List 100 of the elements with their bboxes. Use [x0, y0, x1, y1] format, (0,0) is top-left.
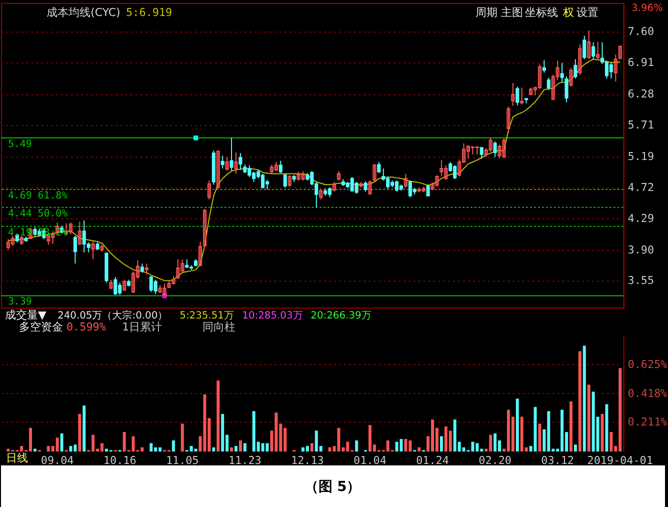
candlestick: [596, 41, 600, 62]
candlestick: [493, 140, 497, 158]
candlestick: [394, 180, 399, 192]
candlestick: [511, 82, 515, 107]
candlestick: [73, 235, 77, 264]
bar: [172, 440, 175, 452]
candlestick: [122, 279, 126, 292]
bar: [605, 404, 608, 452]
bar: [574, 444, 577, 452]
candlestick: [377, 162, 381, 174]
bar: [69, 446, 72, 452]
candlestick: [283, 173, 287, 188]
y-tick-label: 4.72: [628, 180, 654, 194]
y-tick-label: 0.625%: [628, 358, 668, 371]
bar: [418, 447, 421, 452]
ref-line-label: 4.69 61.8%: [8, 190, 68, 202]
ref-line-label: 4.44 50.0%: [8, 208, 68, 220]
bar: [230, 447, 234, 452]
ref-line-label: 3.39: [8, 296, 32, 308]
x-tick-label: 02.20: [478, 454, 512, 467]
candlestick: [368, 180, 372, 196]
candlestick: [238, 152, 242, 170]
candlestick: [336, 170, 341, 182]
candlestick: [578, 44, 582, 76]
bar: [78, 414, 82, 452]
bar: [216, 380, 220, 452]
bar: [578, 351, 582, 452]
bar: [221, 414, 224, 452]
candlestick: [564, 76, 568, 103]
candlestick: [68, 222, 73, 235]
bar: [355, 440, 358, 452]
candlestick: [260, 173, 265, 190]
text: 10:285.03万: [242, 310, 303, 322]
candlestick: [587, 30, 591, 60]
bar: [610, 432, 613, 452]
text: 同向柱: [202, 320, 236, 334]
bar: [494, 433, 497, 452]
x-tick-label: 10.16: [103, 454, 136, 467]
candlestick: [154, 279, 158, 294]
bar: [337, 428, 340, 452]
y-tick-label: 5.71: [628, 118, 654, 132]
candlestick: [560, 62, 564, 84]
bar: [328, 447, 332, 452]
bar: [212, 447, 216, 452]
candlestick: [546, 77, 550, 91]
ref-line-label: 5.49: [8, 138, 32, 150]
text: 5:6.919: [126, 6, 172, 19]
bar: [56, 438, 59, 452]
x-tick-label: 01.04: [354, 454, 387, 467]
candlestick: [609, 62, 613, 80]
candlestick: [114, 276, 118, 296]
candlestick: [569, 67, 573, 88]
bar: [582, 346, 586, 452]
x-tick-label: 11.23: [228, 454, 262, 467]
y-tick-label: 5.19: [628, 150, 654, 163]
y-tick-label: 6.91: [628, 56, 654, 69]
bar: [440, 436, 443, 452]
text: 20:266.39万: [310, 310, 372, 322]
text: 240.05万（大宗:0.00）: [58, 310, 168, 322]
bar: [60, 433, 64, 452]
candlestick: [328, 186, 332, 198]
bar: [516, 398, 519, 452]
y-tick-label: 0.211%: [628, 416, 668, 429]
candlestick: [230, 137, 234, 171]
bar: [82, 406, 86, 452]
candlestick: [176, 258, 180, 280]
chart-title: 多空资金: [18, 320, 63, 334]
annotation: 主图: [501, 6, 524, 19]
candlestick: [404, 173, 408, 188]
x-tick-label: 12.13: [291, 454, 324, 467]
text: （图 5）: [304, 479, 361, 496]
bar: [234, 446, 238, 452]
text: 5:235.51万: [180, 310, 234, 322]
candlestick: [278, 160, 282, 174]
annotation: 权: [562, 6, 574, 19]
candlestick: [220, 155, 224, 170]
annotation: 日线: [6, 451, 28, 464]
bar: [306, 446, 309, 452]
bar: [180, 424, 184, 452]
text: 1日累计: [122, 320, 162, 334]
candlestick: [288, 174, 292, 188]
bar: [6, 448, 10, 452]
x-tick-label: 03.12: [541, 454, 574, 467]
candlestick: [332, 181, 336, 192]
candlestick: [582, 35, 586, 60]
chart-title: 成本均线(CYC): [46, 6, 120, 19]
bar: [150, 443, 153, 452]
bar: [538, 424, 542, 452]
x-tick-label: 11.05: [166, 454, 199, 467]
candlestick: [202, 208, 207, 248]
x-tick-label: 2019-04-01: [587, 454, 653, 467]
text: 0.599%: [66, 320, 106, 334]
bar: [395, 442, 398, 452]
candlestick: [538, 64, 542, 90]
candlestick: [506, 106, 510, 131]
candlestick: [216, 150, 220, 190]
y-tick-label: 4.29: [628, 212, 654, 226]
candlestick: [109, 279, 113, 290]
candlestick: [91, 241, 95, 260]
candlestick: [516, 86, 520, 106]
